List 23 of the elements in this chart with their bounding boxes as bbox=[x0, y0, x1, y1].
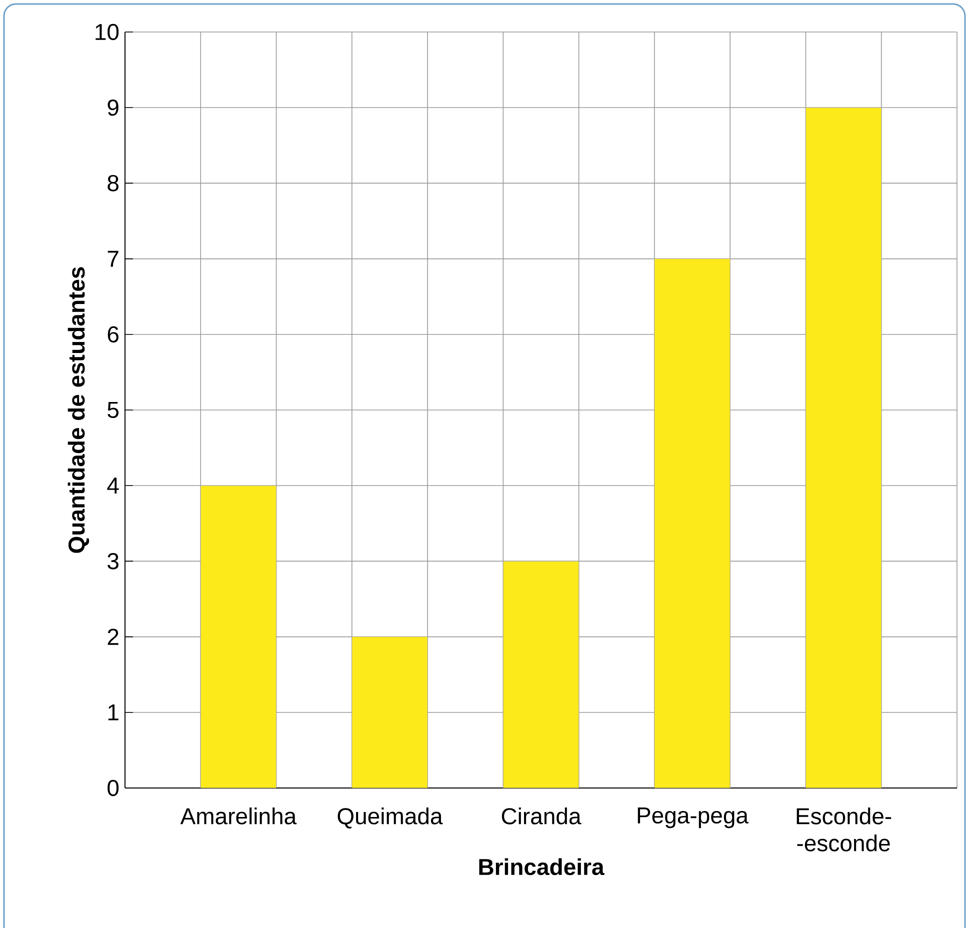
y-axis-title: Quantidade de estudantes bbox=[68, 267, 90, 553]
x-tick-label: Pega-pega bbox=[638, 808, 749, 828]
y-tick-label: 4 bbox=[107, 478, 119, 494]
bar bbox=[654, 258, 730, 788]
bar bbox=[352, 636, 428, 788]
y-tick-label: 9 bbox=[108, 99, 118, 116]
x-tick-label: Amarelinha bbox=[180, 808, 297, 824]
y-tick-label: 8 bbox=[108, 175, 118, 192]
x-tick-label: Queimada bbox=[338, 808, 443, 829]
y-tick-label: 3 bbox=[108, 553, 118, 570]
x-tick-label: Esconde- -esconde bbox=[796, 808, 892, 852]
x-tick-label: Ciranda bbox=[502, 808, 582, 824]
y-tick-label: 10 bbox=[96, 24, 119, 40]
bar bbox=[502, 560, 580, 788]
bar bbox=[806, 107, 882, 788]
y-tick-label: 0 bbox=[108, 780, 119, 796]
y-tick-label: 6 bbox=[108, 326, 118, 343]
y-tick-label: 2 bbox=[108, 628, 118, 645]
y-tick-label: 5 bbox=[108, 402, 119, 418]
y-tick-label: 7 bbox=[108, 250, 118, 267]
y-tick-label: 1 bbox=[108, 704, 118, 720]
x-axis-title: Brincadeira bbox=[479, 858, 604, 876]
bar bbox=[200, 485, 276, 788]
